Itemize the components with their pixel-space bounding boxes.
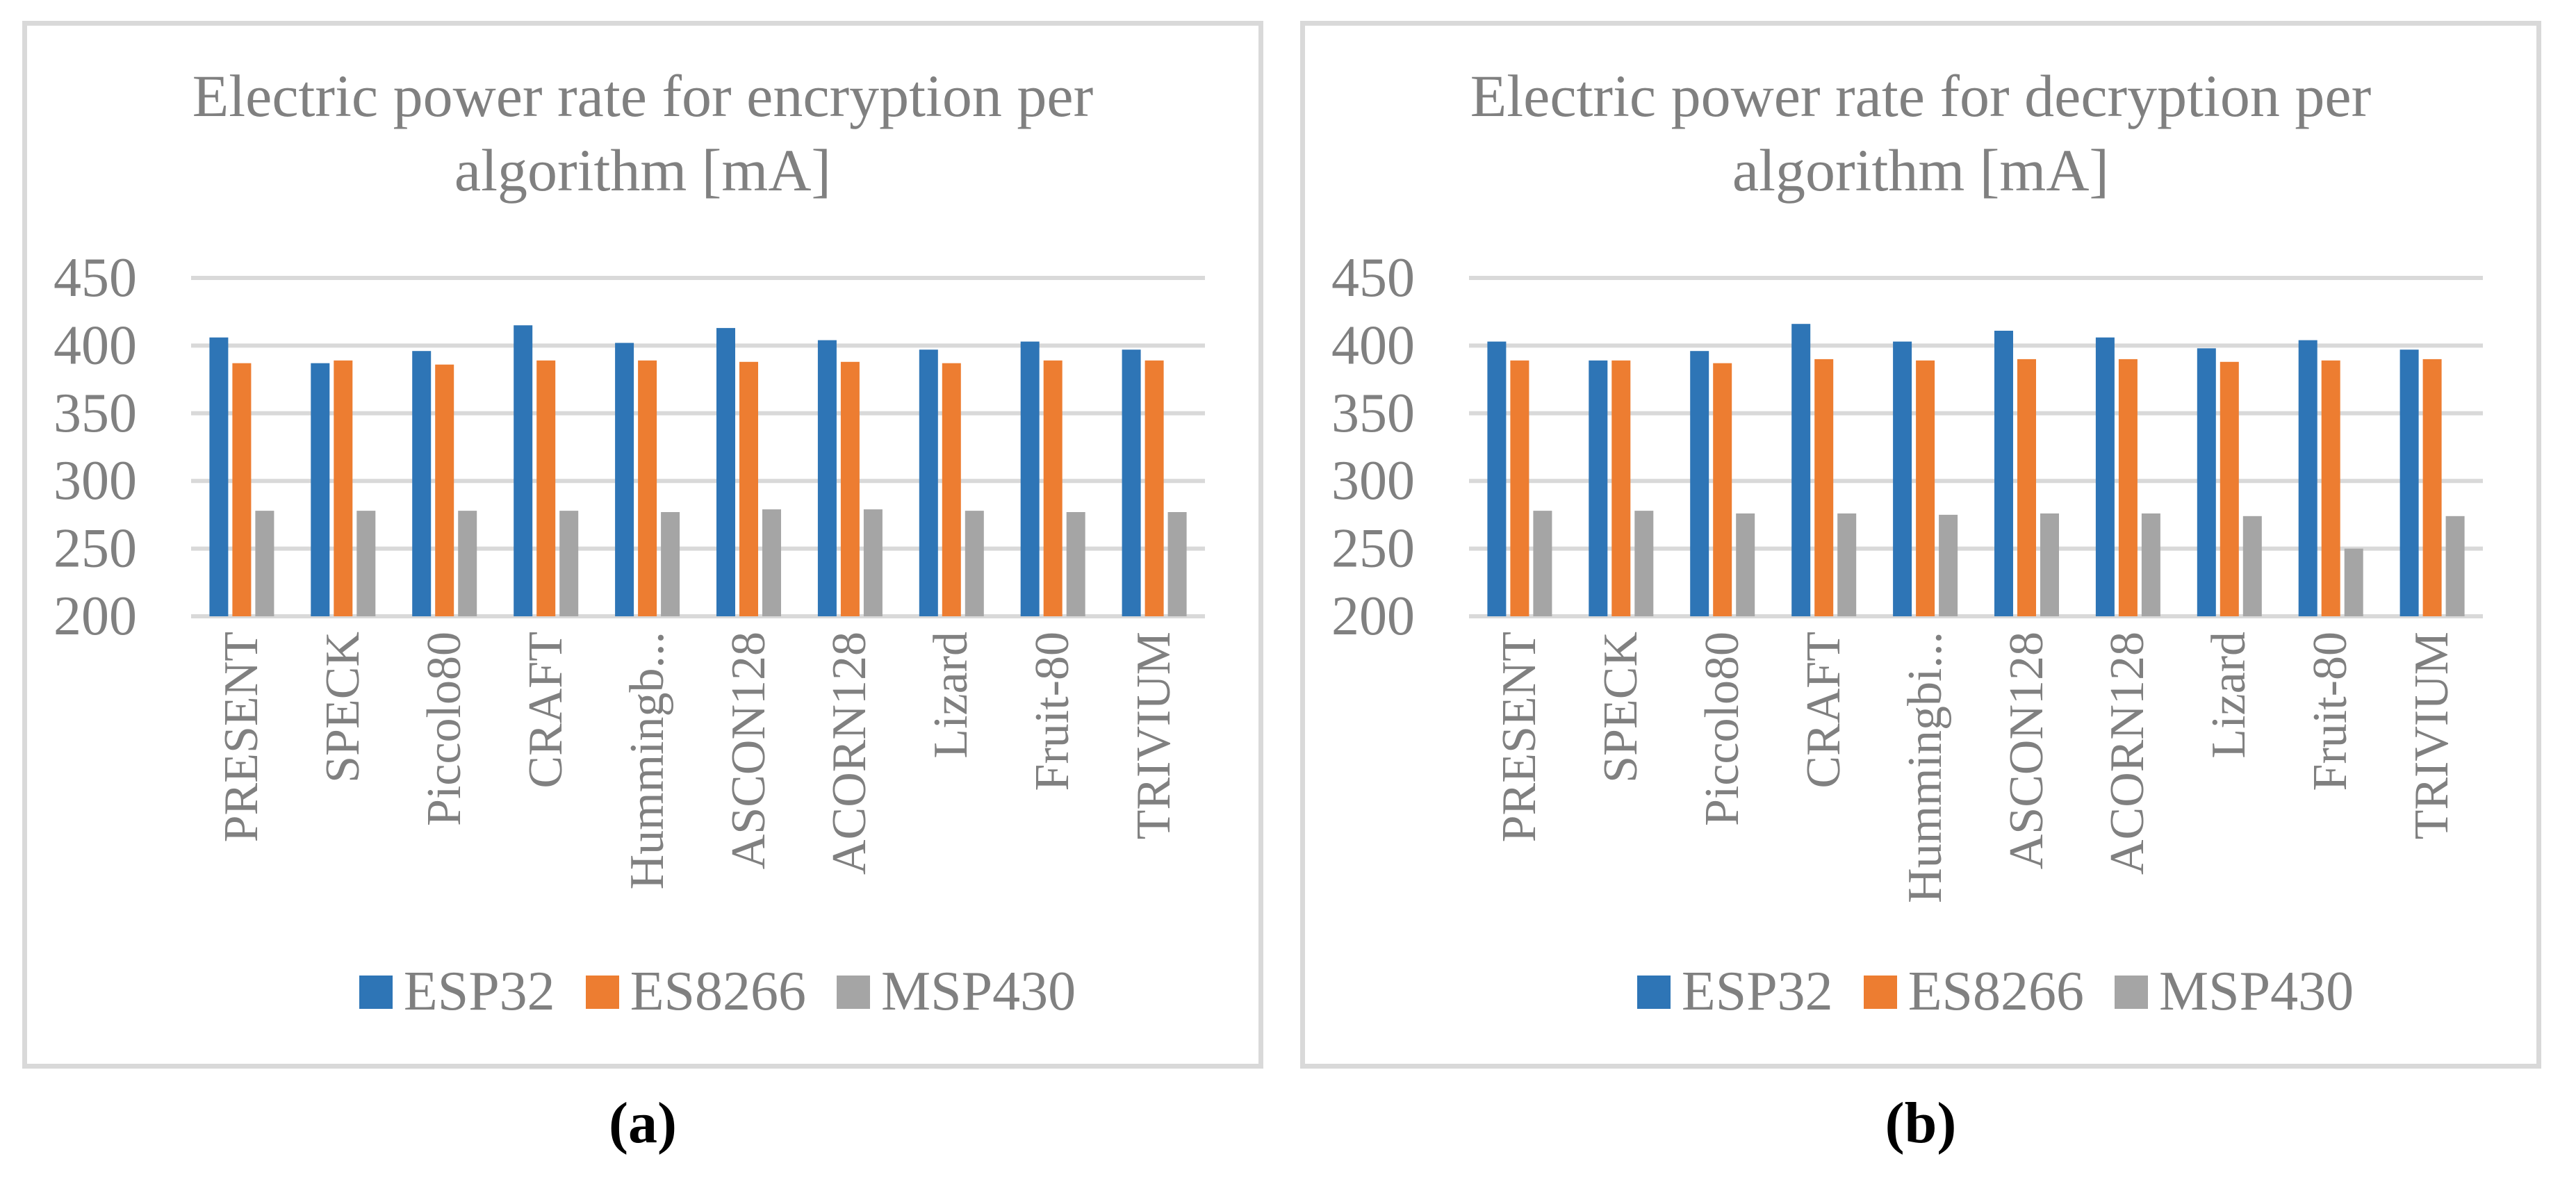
svg-text:350: 350 <box>1331 383 1415 444</box>
svg-text:200: 200 <box>1331 586 1415 647</box>
svg-text:350: 350 <box>54 383 137 444</box>
svg-text:400: 400 <box>54 315 137 376</box>
svg-text:250: 250 <box>1331 518 1415 579</box>
svg-text:250: 250 <box>54 518 137 579</box>
svg-text:450: 450 <box>1331 247 1415 308</box>
svg-text:300: 300 <box>54 450 137 511</box>
svg-text:400: 400 <box>1331 315 1415 376</box>
svg-text:450: 450 <box>54 247 137 308</box>
svg-text:200: 200 <box>54 586 137 647</box>
svg-text:300: 300 <box>1331 450 1415 511</box>
